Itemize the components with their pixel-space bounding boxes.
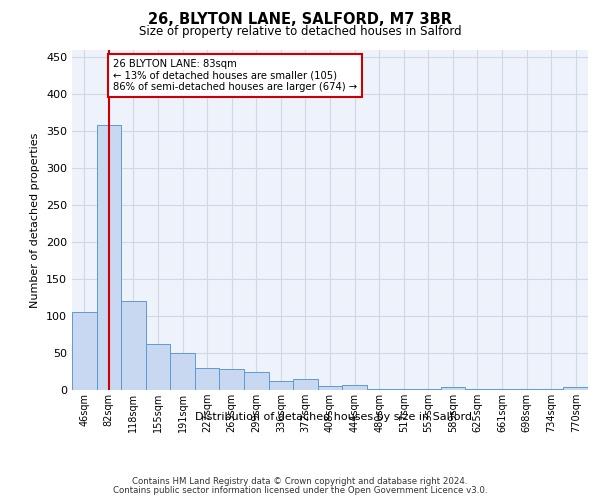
Bar bbox=[293, 379, 318, 390]
Bar bbox=[440, 387, 465, 390]
Bar bbox=[146, 344, 170, 390]
Text: 26 BLYTON LANE: 83sqm
← 13% of detached houses are smaller (105)
86% of semi-det: 26 BLYTON LANE: 83sqm ← 13% of detached … bbox=[113, 59, 356, 92]
Text: Contains HM Land Registry data © Crown copyright and database right 2024.: Contains HM Land Registry data © Crown c… bbox=[132, 477, 468, 486]
Y-axis label: Number of detached properties: Number of detached properties bbox=[31, 132, 40, 308]
Text: Contains public sector information licensed under the Open Government Licence v3: Contains public sector information licen… bbox=[113, 486, 487, 495]
Bar bbox=[170, 353, 195, 390]
Bar bbox=[244, 372, 269, 390]
Bar bbox=[318, 386, 342, 390]
Bar bbox=[342, 385, 367, 390]
Bar bbox=[269, 381, 293, 390]
Text: 26, BLYTON LANE, SALFORD, M7 3BR: 26, BLYTON LANE, SALFORD, M7 3BR bbox=[148, 12, 452, 28]
Bar bbox=[220, 370, 244, 390]
Bar bbox=[72, 312, 97, 390]
Bar bbox=[97, 126, 121, 390]
Bar bbox=[121, 302, 146, 390]
Text: Distribution of detached houses by size in Salford: Distribution of detached houses by size … bbox=[194, 412, 472, 422]
Bar bbox=[195, 368, 220, 390]
Bar bbox=[563, 387, 588, 390]
Text: Size of property relative to detached houses in Salford: Size of property relative to detached ho… bbox=[139, 25, 461, 38]
